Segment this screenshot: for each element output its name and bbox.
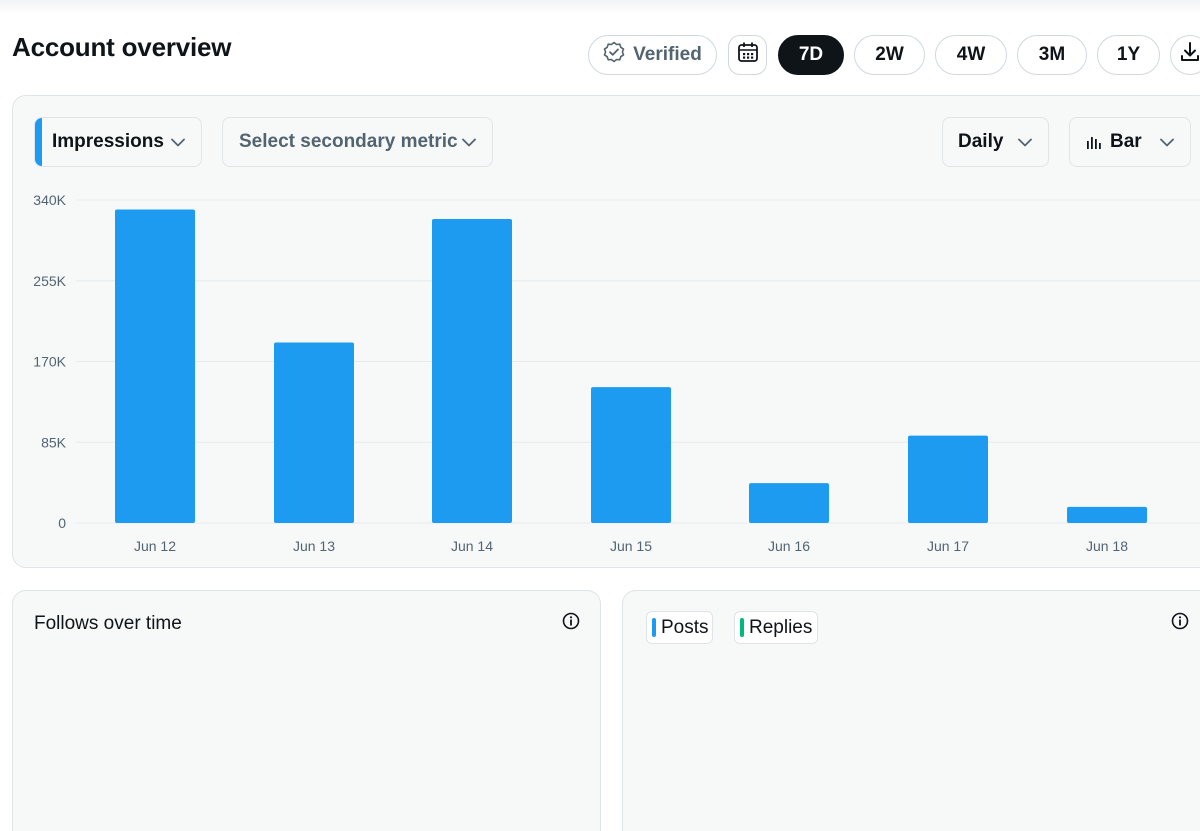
chevron-down-icon [1160, 131, 1174, 153]
verified-badge-icon [603, 41, 625, 69]
chevron-down-icon [1018, 131, 1032, 153]
range-2w-button[interactable]: 2W [854, 35, 925, 75]
legend-replies[interactable]: Replies [734, 611, 818, 644]
interval-dropdown[interactable]: Daily [942, 117, 1049, 167]
primary-metric-label: Impressions [52, 131, 164, 152]
range-1y-button[interactable]: 1Y [1097, 35, 1160, 75]
chevron-down-icon [171, 131, 185, 153]
bar-chart-icon [1086, 135, 1102, 149]
interval-label: Daily [958, 131, 1004, 152]
chart-type-label: Bar [1110, 131, 1142, 152]
page-title: Account overview [12, 32, 232, 62]
legend-posts-label: Posts [661, 616, 709, 638]
download-icon [1179, 41, 1200, 69]
legend-replies-label: Replies [749, 616, 813, 638]
replies-swatch [740, 618, 744, 637]
posts-replies-chart-card: Posts Replies [622, 590, 1200, 831]
follows-chart-card: Follows over time [12, 590, 601, 831]
info-icon[interactable] [1171, 612, 1189, 635]
range-4w-button[interactable]: 4W [935, 35, 1007, 75]
posts-swatch [652, 618, 656, 637]
chevron-down-icon [462, 131, 476, 153]
primary-metric-dropdown[interactable]: Impressions [34, 117, 202, 167]
secondary-metric-placeholder: Select secondary metric [239, 131, 458, 152]
verified-filter-button[interactable]: Verified [588, 35, 717, 75]
legend-posts[interactable]: Posts [646, 611, 713, 644]
secondary-metric-dropdown[interactable]: Select secondary metric [222, 117, 493, 167]
calendar-button[interactable] [728, 35, 767, 75]
range-7d-button[interactable]: 7D [778, 35, 844, 75]
verified-label: Verified [633, 44, 702, 65]
info-icon[interactable] [562, 612, 580, 635]
range-3m-button[interactable]: 3M [1017, 35, 1087, 75]
primary-metric-color-marker [35, 118, 42, 166]
download-button[interactable] [1170, 35, 1200, 75]
follows-chart-title: Follows over time [34, 613, 182, 634]
calendar-icon [737, 41, 759, 69]
impressions-chart-card: Impressions Select secondary metric Dail… [12, 95, 1200, 568]
chart-type-dropdown[interactable]: Bar [1069, 117, 1191, 167]
top-fade [0, 0, 1200, 14]
